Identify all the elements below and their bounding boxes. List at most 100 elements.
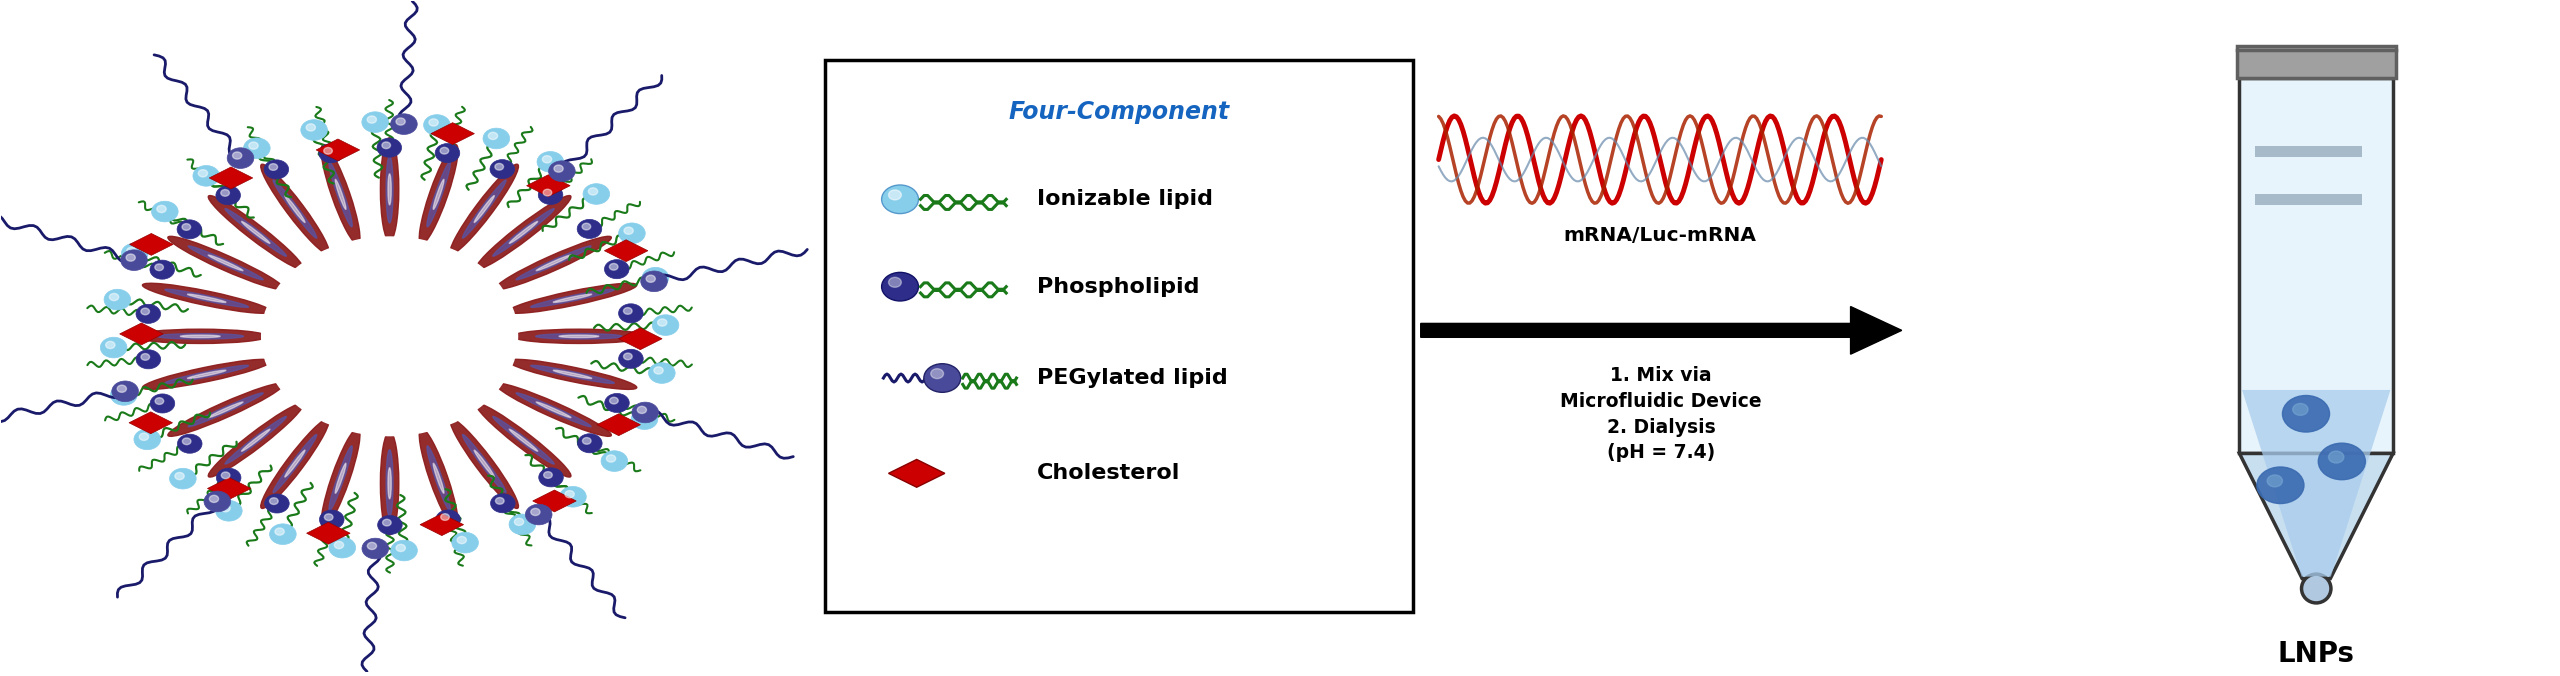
Ellipse shape <box>207 195 302 269</box>
Circle shape <box>620 349 643 368</box>
Text: Cholesterol: Cholesterol <box>1037 463 1180 483</box>
Polygon shape <box>420 514 463 535</box>
Circle shape <box>637 413 645 420</box>
Circle shape <box>553 165 563 172</box>
Circle shape <box>151 201 179 222</box>
Ellipse shape <box>497 383 612 436</box>
Circle shape <box>932 368 945 379</box>
Circle shape <box>110 385 138 405</box>
Circle shape <box>2258 467 2304 504</box>
Ellipse shape <box>274 180 317 238</box>
Circle shape <box>543 189 553 196</box>
Circle shape <box>609 264 617 270</box>
Circle shape <box>261 237 517 435</box>
Ellipse shape <box>530 289 614 308</box>
Circle shape <box>494 164 504 170</box>
Circle shape <box>248 142 259 149</box>
Polygon shape <box>596 414 640 435</box>
Ellipse shape <box>156 333 243 339</box>
Circle shape <box>177 220 202 239</box>
Bar <box>2240 78 2394 454</box>
Circle shape <box>435 510 461 529</box>
Circle shape <box>381 142 392 149</box>
Circle shape <box>643 268 668 288</box>
Ellipse shape <box>225 416 287 464</box>
Circle shape <box>2284 395 2330 432</box>
Polygon shape <box>128 412 172 434</box>
Circle shape <box>264 160 289 179</box>
Ellipse shape <box>428 162 451 226</box>
Circle shape <box>192 166 220 186</box>
Circle shape <box>440 514 451 521</box>
Ellipse shape <box>535 333 622 339</box>
Circle shape <box>576 220 602 239</box>
Ellipse shape <box>517 393 591 427</box>
Ellipse shape <box>328 162 353 226</box>
Circle shape <box>604 393 630 412</box>
Circle shape <box>233 152 241 159</box>
Circle shape <box>640 271 668 291</box>
Circle shape <box>924 364 960 392</box>
Polygon shape <box>2243 390 2391 577</box>
Circle shape <box>584 437 591 444</box>
Ellipse shape <box>530 365 614 383</box>
Circle shape <box>151 260 174 279</box>
Circle shape <box>220 504 230 512</box>
Circle shape <box>220 472 230 479</box>
Circle shape <box>430 119 438 126</box>
Circle shape <box>118 385 125 392</box>
Circle shape <box>323 147 333 154</box>
Ellipse shape <box>389 468 392 499</box>
Ellipse shape <box>225 209 287 256</box>
Circle shape <box>300 120 328 141</box>
Circle shape <box>220 189 230 196</box>
Circle shape <box>440 147 448 154</box>
Ellipse shape <box>420 429 458 528</box>
Polygon shape <box>430 123 474 145</box>
Circle shape <box>115 389 125 396</box>
Text: Phospholipid: Phospholipid <box>1037 276 1201 297</box>
Bar <box>2255 146 2363 158</box>
Circle shape <box>581 223 591 230</box>
Polygon shape <box>317 139 361 161</box>
Ellipse shape <box>284 195 305 222</box>
Ellipse shape <box>381 432 399 535</box>
Circle shape <box>492 493 515 513</box>
Circle shape <box>133 429 161 450</box>
Circle shape <box>2268 475 2284 487</box>
Ellipse shape <box>169 237 284 289</box>
Ellipse shape <box>494 209 553 256</box>
Circle shape <box>538 185 563 204</box>
Ellipse shape <box>179 335 220 337</box>
Circle shape <box>366 542 376 550</box>
Ellipse shape <box>535 255 571 270</box>
Ellipse shape <box>207 255 243 270</box>
Polygon shape <box>307 523 351 544</box>
Text: Four-Component: Four-Component <box>1009 100 1229 124</box>
Text: Ionizable lipid: Ionizable lipid <box>1037 189 1213 210</box>
Circle shape <box>197 170 207 177</box>
Circle shape <box>584 184 609 204</box>
Ellipse shape <box>476 404 571 477</box>
Ellipse shape <box>433 463 443 493</box>
Circle shape <box>607 455 617 462</box>
Circle shape <box>515 518 525 525</box>
Ellipse shape <box>320 145 361 244</box>
Circle shape <box>658 319 668 326</box>
Circle shape <box>138 433 148 440</box>
Circle shape <box>543 155 550 163</box>
Circle shape <box>509 514 535 535</box>
Ellipse shape <box>509 429 538 451</box>
Circle shape <box>151 394 174 413</box>
Circle shape <box>881 272 919 301</box>
Circle shape <box>451 532 479 553</box>
Circle shape <box>648 272 658 279</box>
Bar <box>2255 194 2363 205</box>
Circle shape <box>210 496 218 502</box>
Circle shape <box>543 472 553 479</box>
Ellipse shape <box>2301 574 2332 603</box>
Ellipse shape <box>381 138 399 241</box>
Circle shape <box>397 118 404 125</box>
Circle shape <box>264 494 289 513</box>
Circle shape <box>177 434 202 453</box>
